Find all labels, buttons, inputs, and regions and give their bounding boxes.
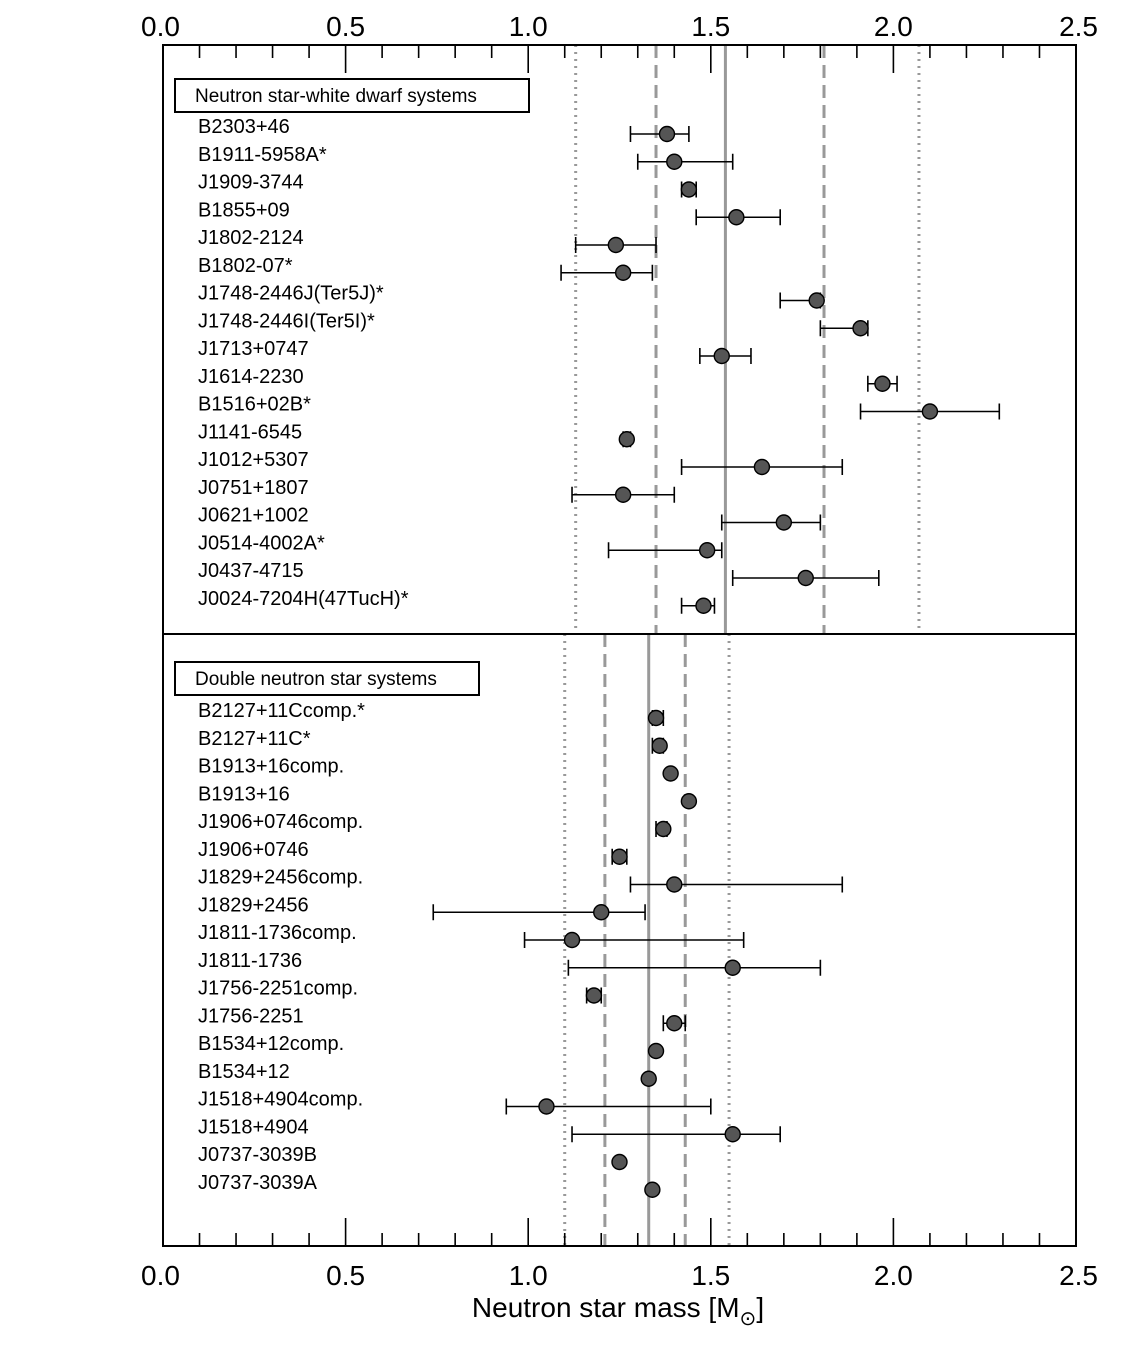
top-tick-label-1: 0.5 xyxy=(326,11,365,42)
nswd-label-13: J1012+5307 xyxy=(198,449,309,471)
nswd-label-15: J0621+1002 xyxy=(198,505,309,527)
dns-label-2: B2127+11C* xyxy=(198,728,311,750)
dns-label-8: J1829+2456 xyxy=(198,894,309,916)
dns-label-17: J0737-3039B xyxy=(198,1144,317,1166)
nswd-point-13 xyxy=(753,458,771,476)
bottom-tick-label-4: 2.0 xyxy=(874,1260,913,1291)
nswd-label-3: J1909-3744 xyxy=(198,172,304,194)
dns-point-11 xyxy=(585,987,603,1004)
dns-label-13: B1534+12comp. xyxy=(198,1033,344,1055)
nswd-point-15 xyxy=(775,514,793,531)
dns-point-12 xyxy=(666,1015,683,1032)
data-points xyxy=(538,125,939,1198)
nswd-point-2 xyxy=(666,153,683,170)
top-tick-label-3: 1.5 xyxy=(691,11,730,42)
nswd-point-14 xyxy=(614,486,632,503)
nswd-label-16: J0514-4002A* xyxy=(198,532,325,554)
bottom-tick-label-2: 1.0 xyxy=(509,1260,548,1291)
top-tick-label-4: 2.0 xyxy=(874,11,913,42)
top-tick-label-2: 1.0 xyxy=(509,11,548,42)
dns-label-18: J0737-3039A xyxy=(198,1172,318,1194)
nswd-label-1: B2303+46 xyxy=(198,116,290,138)
nswd-label-6: B1802-07* xyxy=(198,255,293,277)
nswd-point-3 xyxy=(680,181,698,198)
nswd-label-18: J0024-7204H(47TucH)* xyxy=(198,588,409,610)
dns-label-10: J1811-1736 xyxy=(198,950,302,972)
dns-label-11: J1756-2251comp. xyxy=(198,978,358,1000)
nswd-label-14: J0751+1807 xyxy=(198,477,309,499)
dns-label-5: J1906+0746comp. xyxy=(198,811,363,833)
dns-point-9 xyxy=(563,931,581,949)
x-axis-title: Neutron star mass [M⊙] xyxy=(472,1292,764,1330)
dns-panel-title: Double neutron star systems xyxy=(195,669,437,690)
system-labels: B2303+46 B1911-5958A* J1909-3744 B1855+09 J1… xyxy=(198,116,409,1194)
dns-point-7 xyxy=(666,876,683,893)
dns-label-7: J1829+2456comp. xyxy=(198,867,363,889)
nswd-label-17: J0437-4715 xyxy=(198,560,304,582)
nswd-label-8: J1748-2446I(Ter5I)* xyxy=(198,310,375,332)
nswd-point-16 xyxy=(698,542,716,559)
dns-point-8 xyxy=(593,904,610,921)
dns-label-14: B1534+12 xyxy=(198,1061,290,1083)
dns-point-1 xyxy=(647,709,665,727)
nswd-point-7 xyxy=(808,292,825,309)
dns-label-15: J1518+4904comp. xyxy=(198,1089,363,1111)
dns-point-2 xyxy=(651,737,668,754)
nswd-point-5 xyxy=(607,236,625,254)
nswd-panel-title: Neutron star-white dwarf systems xyxy=(195,86,477,107)
top-tick-label-0: 0.0 xyxy=(141,11,180,42)
bottom-tick-label-0: 0.0 xyxy=(141,1260,180,1291)
plot-border xyxy=(162,44,1077,1247)
axis-ticks: 0.0 0.0 0.5 0.5 1.0 1.0 1.5 1.5 2.0 2.0 2.5 2.5 xyxy=(141,11,1098,1291)
dns-point-3 xyxy=(662,765,679,782)
dns-label-12: J1756-2251 xyxy=(198,1005,304,1027)
nswd-label-7: J1748-2446J(Ter5J)* xyxy=(198,283,384,305)
panel-titles: Neutron star-white dwarf systems Double n… xyxy=(174,78,530,696)
plot-frame xyxy=(162,44,1077,1247)
dns-label-9: J1811-1736comp. xyxy=(198,922,357,944)
dns-title-box xyxy=(174,661,480,696)
nswd-point-12 xyxy=(618,431,636,448)
top-tick-label-5: 2.5 xyxy=(1059,11,1098,42)
dns-point-14 xyxy=(640,1070,657,1087)
dns-point-10 xyxy=(724,959,741,976)
nswd-point-4 xyxy=(728,209,745,226)
dns-point-15 xyxy=(538,1098,555,1115)
dns-point-13 xyxy=(647,1042,665,1060)
nswd-point-17 xyxy=(797,569,814,587)
nswd-point-11 xyxy=(921,403,939,420)
dns-point-5 xyxy=(655,820,672,838)
dns-point-17 xyxy=(611,1153,628,1171)
nswd-point-8 xyxy=(852,320,869,337)
nswd-label-2: B1911-5958A* xyxy=(198,144,327,166)
dns-point-4 xyxy=(680,793,698,810)
dns-label-4: B1913+16 xyxy=(198,783,290,805)
bottom-tick-label-5: 2.5 xyxy=(1059,1260,1098,1291)
bottom-tick-label-3: 1.5 xyxy=(691,1260,730,1291)
nswd-label-12: J1141-6545 xyxy=(198,421,302,443)
bottom-tick-label-1: 0.5 xyxy=(326,1260,365,1291)
nswd-point-6 xyxy=(614,264,632,281)
nswd-label-10: J1614-2230 xyxy=(198,366,304,388)
dns-point-18 xyxy=(644,1181,661,1198)
dns-point-16 xyxy=(724,1126,741,1143)
dns-label-16: J1518+4904 xyxy=(198,1116,309,1138)
nswd-point-10 xyxy=(874,375,891,392)
dns-label-3: B1913+16comp. xyxy=(198,756,344,778)
nswd-label-5: J1802-2124 xyxy=(198,227,304,249)
nswd-label-11: B1516+02B* xyxy=(198,394,311,416)
nswd-point-1 xyxy=(658,125,676,143)
dns-point-6 xyxy=(611,848,628,865)
nswd-label-9: J1713+0747 xyxy=(198,338,309,360)
nswd-point-18 xyxy=(695,597,712,614)
nswd-point-9 xyxy=(713,347,730,365)
nswd-label-4: B1855+09 xyxy=(198,199,290,221)
dns-label-6: J1906+0746 xyxy=(198,839,309,861)
nswd-title-box xyxy=(174,78,530,113)
dns-label-1: B2127+11Ccomp.* xyxy=(198,700,365,722)
